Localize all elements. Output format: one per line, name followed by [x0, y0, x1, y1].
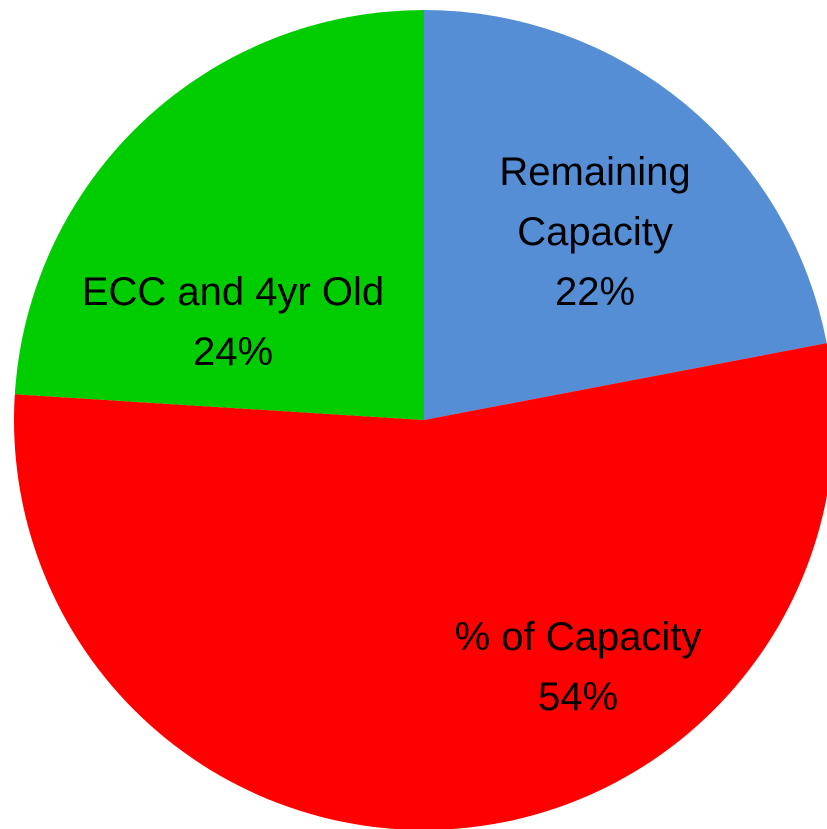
slice-label: ECC and 4yr Old 24%: [33, 262, 433, 382]
value-label: 24%: [192, 330, 274, 374]
value-label: 54%: [537, 675, 619, 719]
category-label: % of Capacity: [454, 615, 702, 659]
value-label: 22%: [554, 270, 636, 314]
slice-label: Remaining Capacity 22%: [475, 142, 715, 322]
category-label: Remaining Capacity: [499, 150, 691, 254]
slice-label: % of Capacity 54%: [378, 607, 778, 727]
pie-slice: [424, 10, 827, 420]
pie-slice: [14, 343, 827, 829]
pie-slice: [14, 10, 424, 420]
category-label: ECC and 4yr Old: [81, 270, 385, 314]
